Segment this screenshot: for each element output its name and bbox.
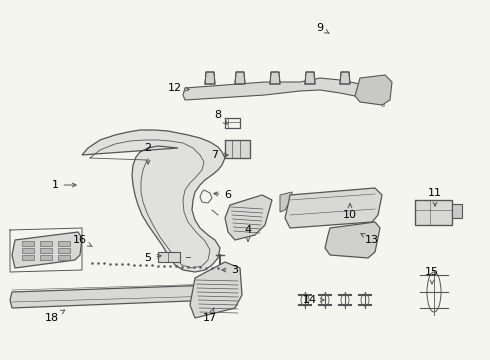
Text: 4: 4: [245, 225, 251, 241]
Polygon shape: [355, 75, 392, 105]
FancyBboxPatch shape: [58, 248, 70, 253]
Polygon shape: [10, 285, 220, 308]
FancyBboxPatch shape: [40, 248, 52, 253]
FancyBboxPatch shape: [22, 255, 34, 260]
Text: 13: 13: [361, 234, 379, 245]
Polygon shape: [225, 140, 250, 158]
Polygon shape: [12, 232, 82, 268]
Text: 18: 18: [45, 310, 65, 323]
Text: 5: 5: [145, 253, 161, 263]
Text: 15: 15: [425, 267, 439, 284]
Polygon shape: [280, 192, 292, 212]
Text: 17: 17: [203, 308, 217, 323]
FancyBboxPatch shape: [40, 241, 52, 246]
Polygon shape: [190, 262, 242, 318]
Text: 9: 9: [317, 23, 329, 33]
FancyBboxPatch shape: [22, 248, 34, 253]
Text: 7: 7: [212, 150, 228, 160]
FancyBboxPatch shape: [22, 241, 34, 246]
Polygon shape: [305, 72, 315, 84]
Polygon shape: [205, 72, 215, 84]
Text: 8: 8: [215, 110, 227, 124]
Text: 2: 2: [145, 143, 151, 164]
Polygon shape: [225, 195, 272, 240]
Polygon shape: [340, 72, 350, 84]
Text: 14: 14: [303, 295, 324, 305]
Polygon shape: [325, 222, 380, 258]
Polygon shape: [415, 200, 452, 225]
FancyBboxPatch shape: [58, 241, 70, 246]
Polygon shape: [235, 72, 245, 84]
Polygon shape: [158, 252, 180, 262]
Polygon shape: [82, 130, 225, 272]
Polygon shape: [374, 85, 385, 93]
Polygon shape: [331, 86, 381, 92]
FancyBboxPatch shape: [58, 255, 70, 260]
Text: 3: 3: [222, 265, 239, 275]
Text: 10: 10: [343, 204, 357, 220]
Polygon shape: [200, 190, 212, 203]
Polygon shape: [285, 188, 382, 228]
Text: 11: 11: [428, 188, 442, 206]
Polygon shape: [270, 72, 280, 84]
Text: 16: 16: [73, 235, 92, 247]
Polygon shape: [183, 78, 375, 100]
Text: 6: 6: [214, 190, 231, 200]
FancyBboxPatch shape: [40, 255, 52, 260]
Text: 1: 1: [51, 180, 76, 190]
Text: 12: 12: [168, 83, 189, 93]
Polygon shape: [452, 204, 462, 218]
